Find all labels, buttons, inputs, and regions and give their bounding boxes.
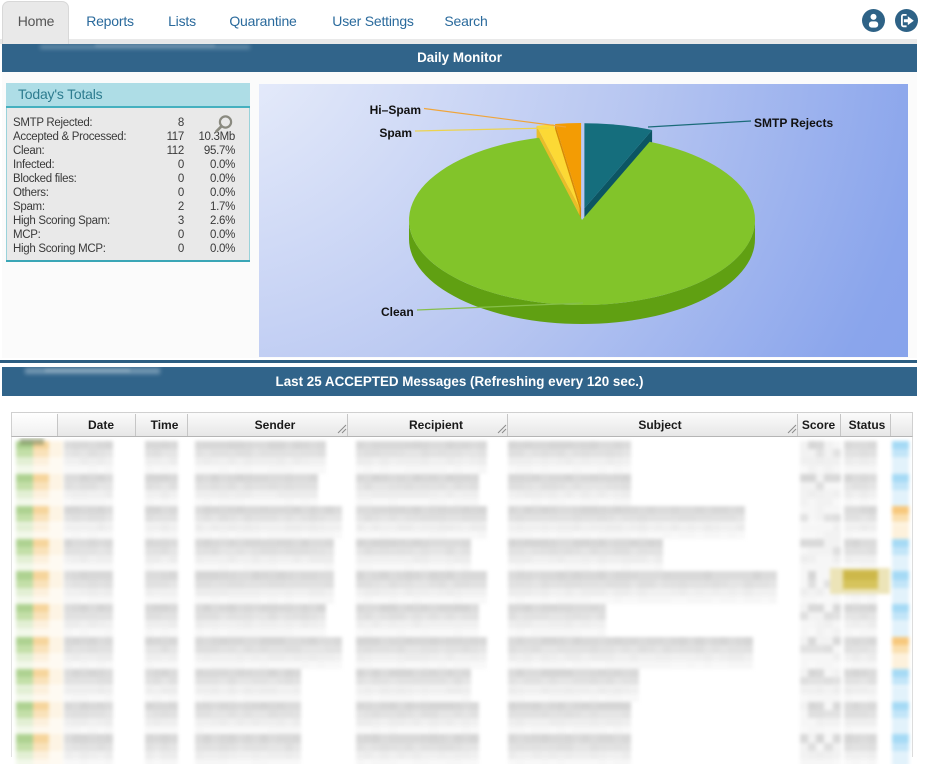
svg-text:Clean: Clean: [381, 305, 414, 319]
svg-text:Hi–Spam: Hi–Spam: [370, 103, 421, 117]
svg-text:SMTP Rejects: SMTP Rejects: [754, 116, 833, 130]
svg-text:Spam: Spam: [379, 126, 412, 140]
